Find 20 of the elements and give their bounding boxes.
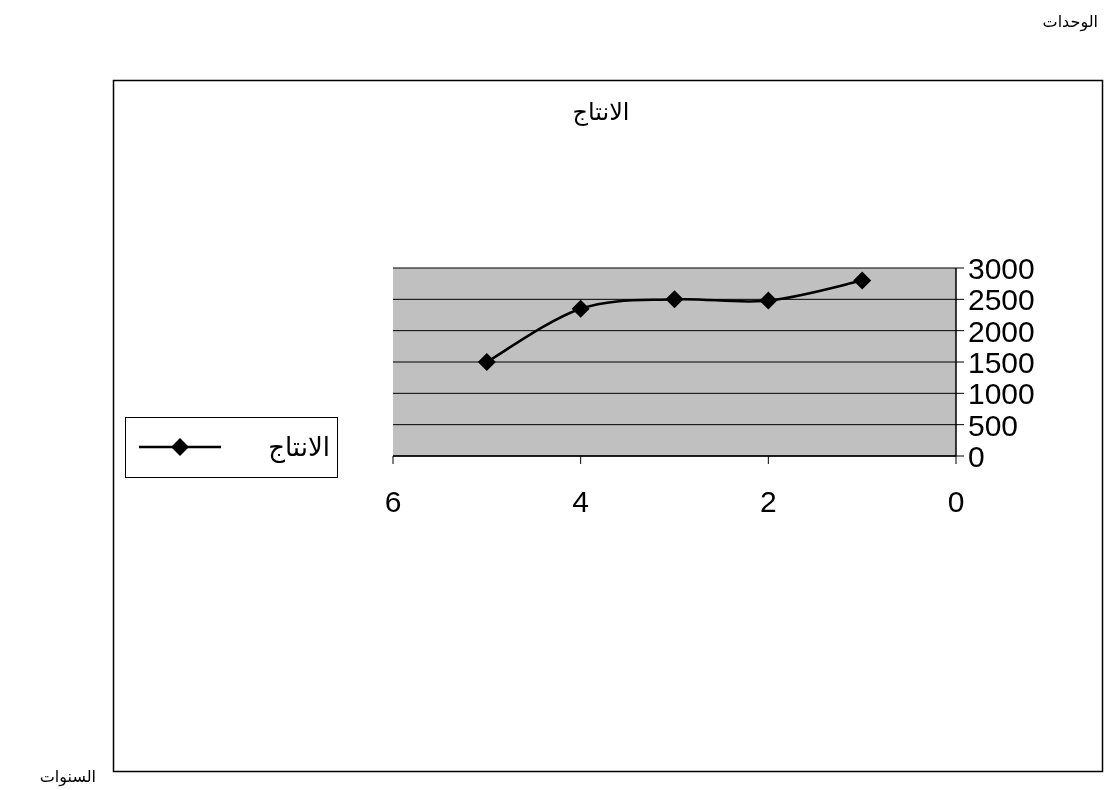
y-tick-label: 2000: [968, 314, 1035, 348]
y-tick-label: 1000: [968, 377, 1035, 411]
y-tick-label: 500: [968, 408, 1019, 442]
x-tick-label: 6: [384, 485, 402, 518]
y-tick-label: 1500: [968, 346, 1035, 379]
point: [665, 290, 684, 309]
text: السنوات: [39, 768, 96, 787]
x-tick-label: 0: [947, 485, 965, 518]
y-tick-label: 3000: [968, 252, 1035, 285]
point: [853, 271, 872, 290]
chart-title: الانتاج: [572, 98, 630, 126]
x-tick-label: 2: [759, 485, 777, 518]
text: الوحدات: [1042, 13, 1098, 32]
point: [477, 353, 496, 371]
point: [759, 291, 778, 310]
legend-label: الانتاج: [268, 432, 330, 463]
x-tick-label: 4: [572, 485, 590, 518]
point: [571, 299, 590, 318]
y-tick-label: 2500: [968, 283, 1035, 317]
y-tick-label: 0: [968, 440, 985, 473]
